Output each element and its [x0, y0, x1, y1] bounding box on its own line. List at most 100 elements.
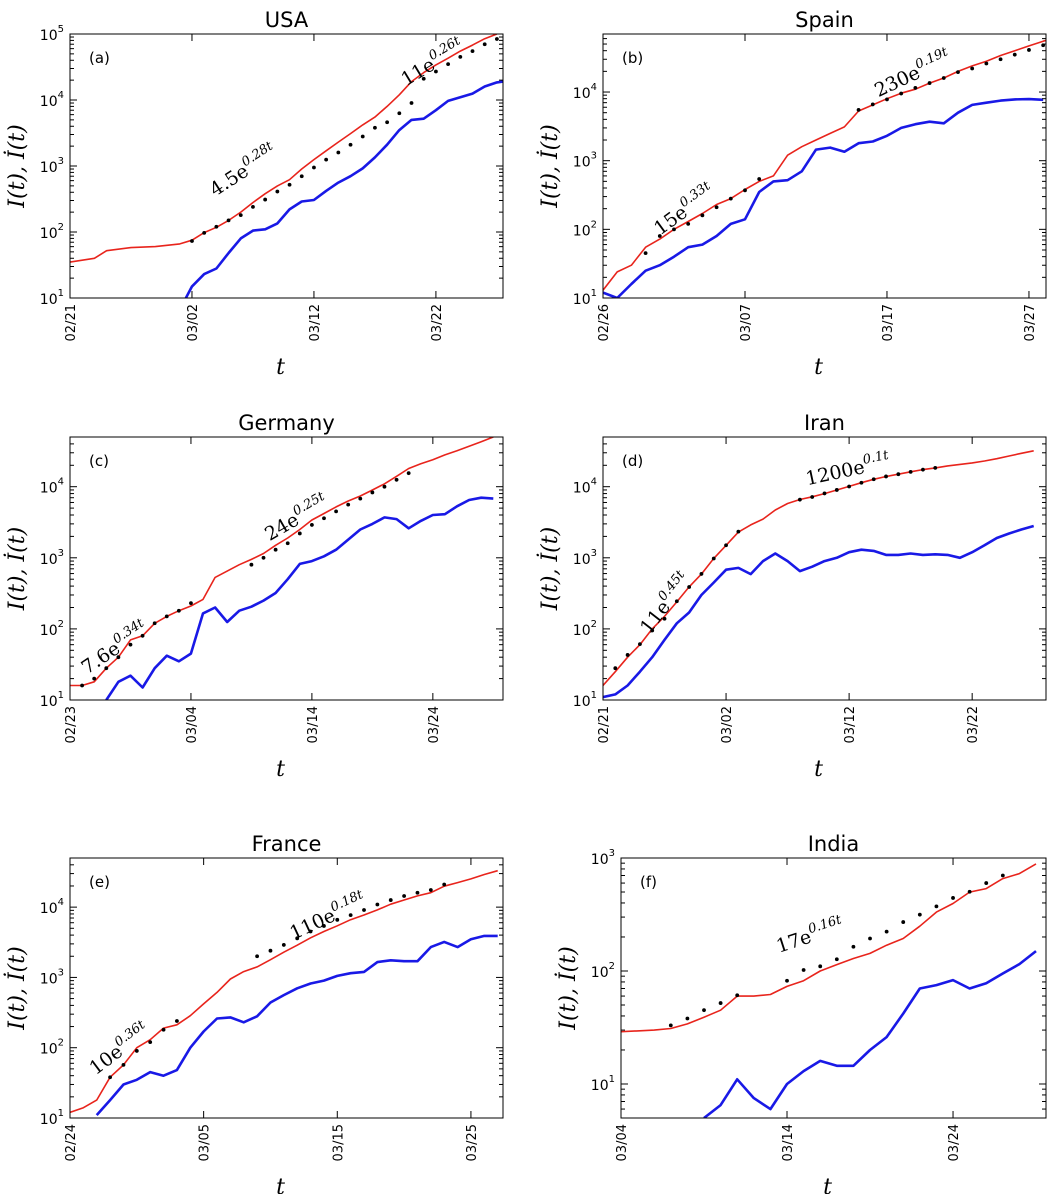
chart-iran-data-point	[613, 666, 618, 671]
chart-germany-y-tick-label: 101	[40, 690, 64, 710]
chart-france-y-tick-label: 103	[40, 967, 64, 987]
chart-spain-x-tick-label: 03/27	[1023, 304, 1038, 341]
chart-usa-frame	[69, 33, 504, 299]
chart-spain-data-point	[927, 81, 932, 85]
chart-germany-data-point	[346, 502, 351, 507]
chart-germany-total-line	[70, 437, 494, 687]
chart-india-fit-annotation: 17e0.16t	[773, 912, 848, 958]
chart-usa-data-point	[373, 125, 377, 130]
chart-france-data-point	[388, 898, 393, 902]
chart-usa-total-line	[70, 34, 498, 263]
chart-france-y-axis-label: I(t), İ(t)	[3, 946, 30, 1030]
chart-germany-fit-annotation: 24e0.25t	[260, 489, 333, 546]
chart-india-data-point	[735, 993, 740, 998]
chart-germany-frame	[69, 436, 504, 701]
chart-spain-x-tick-label: 03/17	[881, 304, 896, 341]
chart-india-y-axis-label: I(t), İ(t)	[554, 946, 581, 1030]
chart-germany-data-point	[164, 614, 169, 619]
chart-germany-data-point	[189, 601, 193, 606]
chart-france-x-tick-label: 03/15	[331, 1124, 346, 1161]
chart-france-data-point	[335, 917, 340, 922]
chart-germany-rate-line	[105, 496, 494, 700]
chart-iran-data-point	[908, 469, 913, 474]
chart-spain: 101 102 103 104 02/26 03/07 03/17 03/27 Spain (b)…	[536, 8, 1047, 380]
chart-spain-data-point	[643, 251, 648, 256]
chart-usa-data-point	[202, 230, 207, 235]
chart-india-y-tick-label: 101	[591, 1074, 615, 1094]
chart-india-data-point	[967, 889, 972, 894]
chart-usa-x-tick-label: 03/22	[430, 304, 445, 341]
chart-usa-data-point	[263, 197, 268, 202]
chart-france-frame	[69, 857, 504, 1119]
chart-india-data-point	[801, 968, 806, 972]
chart-usa-x-axis-label: t	[276, 355, 285, 380]
chart-iran-fit-annotation: 11e0.45t	[633, 567, 696, 638]
chart-spain-data-point	[657, 234, 662, 238]
chart-india-panel-label: (f)	[640, 873, 657, 891]
chart-iran-total-line	[603, 450, 1034, 687]
chart-germany-data-point	[176, 608, 181, 613]
chart-usa-y-tick-label: 103	[40, 156, 64, 176]
chart-france-data-point	[148, 1040, 153, 1045]
chart-usa-data-point	[482, 42, 487, 47]
chart-france-data-point	[134, 1049, 139, 1053]
chart-germany-data-point	[152, 621, 157, 626]
chart-india-data-point	[868, 936, 872, 941]
chart-iran-data-point	[797, 497, 802, 502]
chart-india-data-point	[834, 957, 839, 962]
chart-iran-y-tick-label: 101	[573, 690, 597, 710]
chart-germany-x-tick-label: 02/23	[64, 706, 79, 743]
chart-iran-data-point	[810, 495, 815, 499]
chart-iran-data-point	[638, 642, 642, 647]
chart-iran-data-point	[896, 472, 901, 477]
chart-germany-data-point	[261, 555, 266, 560]
chart-india-data-point	[851, 944, 856, 949]
chart-iran-data-point	[822, 491, 827, 496]
chart-usa-fit-annotation: 4.5e0.28t	[204, 138, 282, 201]
chart-iran: 101 102 103 104 02/21 03/02 03/12 03/22 Iran (d) t…	[536, 411, 1047, 782]
chart-iran-y-tick-label: 103	[573, 548, 597, 568]
chart-usa: 101 102 103 104 105 02/21 03/02 03/12 03/22 USA (a…	[3, 8, 504, 380]
chart-iran-data-point	[724, 543, 728, 548]
chart-iran-fit-annotation: 1200e0.1t	[803, 448, 893, 490]
chart-india-data-point	[785, 978, 789, 983]
chart-spain-data-point	[899, 91, 904, 96]
chart-iran-x-tick-label: 02/21	[597, 706, 612, 743]
chart-india-frame	[620, 857, 1047, 1119]
chart-usa-data-point	[251, 205, 255, 209]
chart-iran-rate-line	[603, 524, 1035, 699]
chart-spain-data-point	[984, 61, 989, 66]
chart-germany-data-point	[140, 633, 145, 638]
chart-usa-data-point	[324, 157, 329, 162]
chart-india-data-point	[685, 1016, 690, 1021]
chart-usa-y-tick-label: 101	[40, 288, 64, 308]
chart-spain-data-point	[998, 57, 1003, 62]
chart-germany-data-point	[249, 562, 254, 567]
chart-usa-data-point	[299, 174, 304, 179]
chart-usa-data-point	[214, 224, 219, 229]
chart-usa-data-point	[458, 54, 463, 59]
chart-iran-title: Iran	[804, 411, 845, 435]
chart-india-data-point	[668, 1023, 673, 1028]
chart-usa-panel-label: (a)	[89, 49, 110, 67]
chart-spain-data-point	[1027, 48, 1031, 52]
chart-iran-data-point	[834, 488, 839, 492]
chart-iran-data-point	[662, 616, 667, 621]
chart-germany-data-point	[406, 471, 411, 476]
chart-france-x-tick-label: 03/05	[198, 1124, 213, 1161]
chart-france-data-point	[161, 1027, 166, 1032]
chart-france-x-tick-label: 03/25	[465, 1124, 480, 1161]
chart-spain-title: Spain	[795, 8, 854, 32]
chart-spain-y-tick-label: 104	[573, 82, 597, 102]
chart-iran-plot-area	[603, 450, 1035, 699]
chart-germany-data-point	[382, 484, 387, 489]
chart-india-x-tick-label: 03/04	[615, 1124, 630, 1161]
chart-france-data-point	[108, 1075, 112, 1080]
chart-spain-y-axis-label: I(t), İ(t)	[536, 124, 563, 208]
chart-usa-data-point	[409, 101, 414, 105]
chart-spain-x-tick-label: 02/26	[597, 304, 612, 341]
chart-spain-data-point	[686, 222, 691, 226]
chart-india-data-point	[818, 964, 823, 969]
chart-france-data-point	[415, 890, 420, 895]
